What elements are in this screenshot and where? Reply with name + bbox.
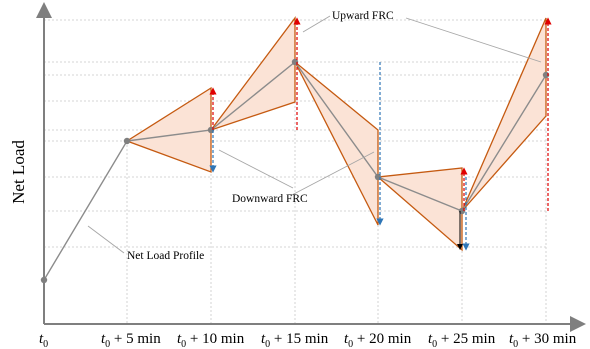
profile-point: [123, 137, 131, 145]
downward-frc-arrows: [209, 62, 470, 251]
upward-frc-arrows: [209, 17, 552, 211]
frc-bands: [125, 16, 547, 252]
frc-band-10-15: [209, 16, 296, 132]
frc-band-20-25: [376, 167, 463, 252]
gridlines: [44, 19, 548, 324]
x-tick-label: t0: [39, 331, 48, 349]
x-tick-labels: t0 t0 + 5 min t0 + 10 min t0 + 15 min t0…: [39, 331, 577, 349]
x-tick-label: t0 + 10 min: [177, 331, 245, 349]
x-tick-label: t0 + 5 min: [101, 331, 161, 349]
net-load-profile-label: Net Load Profile: [127, 250, 204, 262]
annotation-leaders: [87, 15, 542, 254]
x-tick-label: t0 + 30 min: [509, 331, 577, 349]
downward-frc-label: Downward FRC: [232, 193, 308, 205]
y-axis-label: Net Load: [9, 140, 28, 204]
x-tick-label: t0 + 25 min: [428, 331, 496, 349]
axes: [36, 2, 586, 332]
x-tick-label: t0 + 20 min: [344, 331, 412, 349]
upward-frc-label: Upward FRC: [332, 10, 394, 22]
frc-band-25-30: [461, 17, 547, 212]
x-tick-label: t0 + 15 min: [261, 331, 329, 349]
